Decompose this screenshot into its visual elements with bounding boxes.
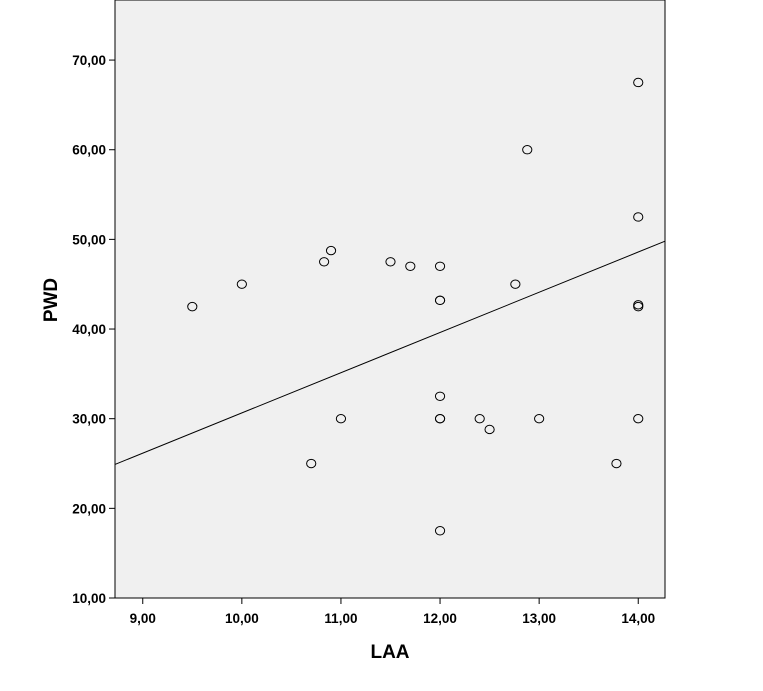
x-tick-label: 13,00 bbox=[522, 611, 556, 626]
x-tick-label: 11,00 bbox=[324, 611, 357, 626]
y-tick-label: 30,00 bbox=[72, 412, 106, 427]
data-point bbox=[633, 300, 644, 310]
data-point bbox=[318, 257, 330, 267]
points-layer bbox=[187, 77, 644, 536]
x-tick-label: 10,00 bbox=[225, 611, 259, 626]
axes-layer bbox=[114, 0, 665, 599]
data-point bbox=[510, 279, 521, 289]
data-point bbox=[236, 279, 247, 289]
data-point bbox=[434, 391, 446, 401]
x-axis-title: LAA bbox=[370, 642, 409, 663]
y-tick-label: 60,00 bbox=[72, 143, 106, 158]
data-point bbox=[474, 413, 485, 424]
data-point bbox=[434, 526, 446, 536]
data-point bbox=[484, 424, 495, 435]
y-tick-label: 70,00 bbox=[72, 53, 106, 68]
data-point bbox=[534, 413, 545, 424]
data-point bbox=[434, 295, 446, 306]
data-point bbox=[306, 458, 317, 469]
data-point bbox=[633, 212, 644, 222]
x-tick-label: 12,00 bbox=[423, 611, 457, 626]
y-tick-label: 50,00 bbox=[72, 232, 106, 247]
data-point bbox=[325, 245, 337, 256]
fit-line-layer bbox=[114, 240, 666, 465]
data-point bbox=[633, 413, 644, 424]
y-tick-label: 40,00 bbox=[72, 322, 106, 337]
y-axis-title: PWD bbox=[41, 278, 62, 322]
ticks-layer: 9,00 10,00 11,00 12,00 13,00 14,00 10,00 20,00 3… bbox=[72, 53, 655, 626]
data-point bbox=[385, 257, 396, 267]
data-point bbox=[434, 261, 446, 271]
data-point bbox=[633, 77, 644, 88]
data-point bbox=[611, 458, 622, 469]
plot-area bbox=[114, 0, 666, 599]
data-point bbox=[335, 413, 347, 424]
data-point bbox=[434, 413, 446, 424]
data-point bbox=[405, 261, 416, 271]
fit-line bbox=[114, 240, 666, 465]
x-tick-label: 9,00 bbox=[130, 611, 156, 626]
y-tick-label: 20,00 bbox=[72, 501, 106, 516]
data-point bbox=[522, 145, 533, 155]
x-tick-label: 14,00 bbox=[621, 611, 655, 626]
data-point bbox=[187, 301, 198, 312]
y-tick-label: 10,00 bbox=[72, 591, 106, 606]
